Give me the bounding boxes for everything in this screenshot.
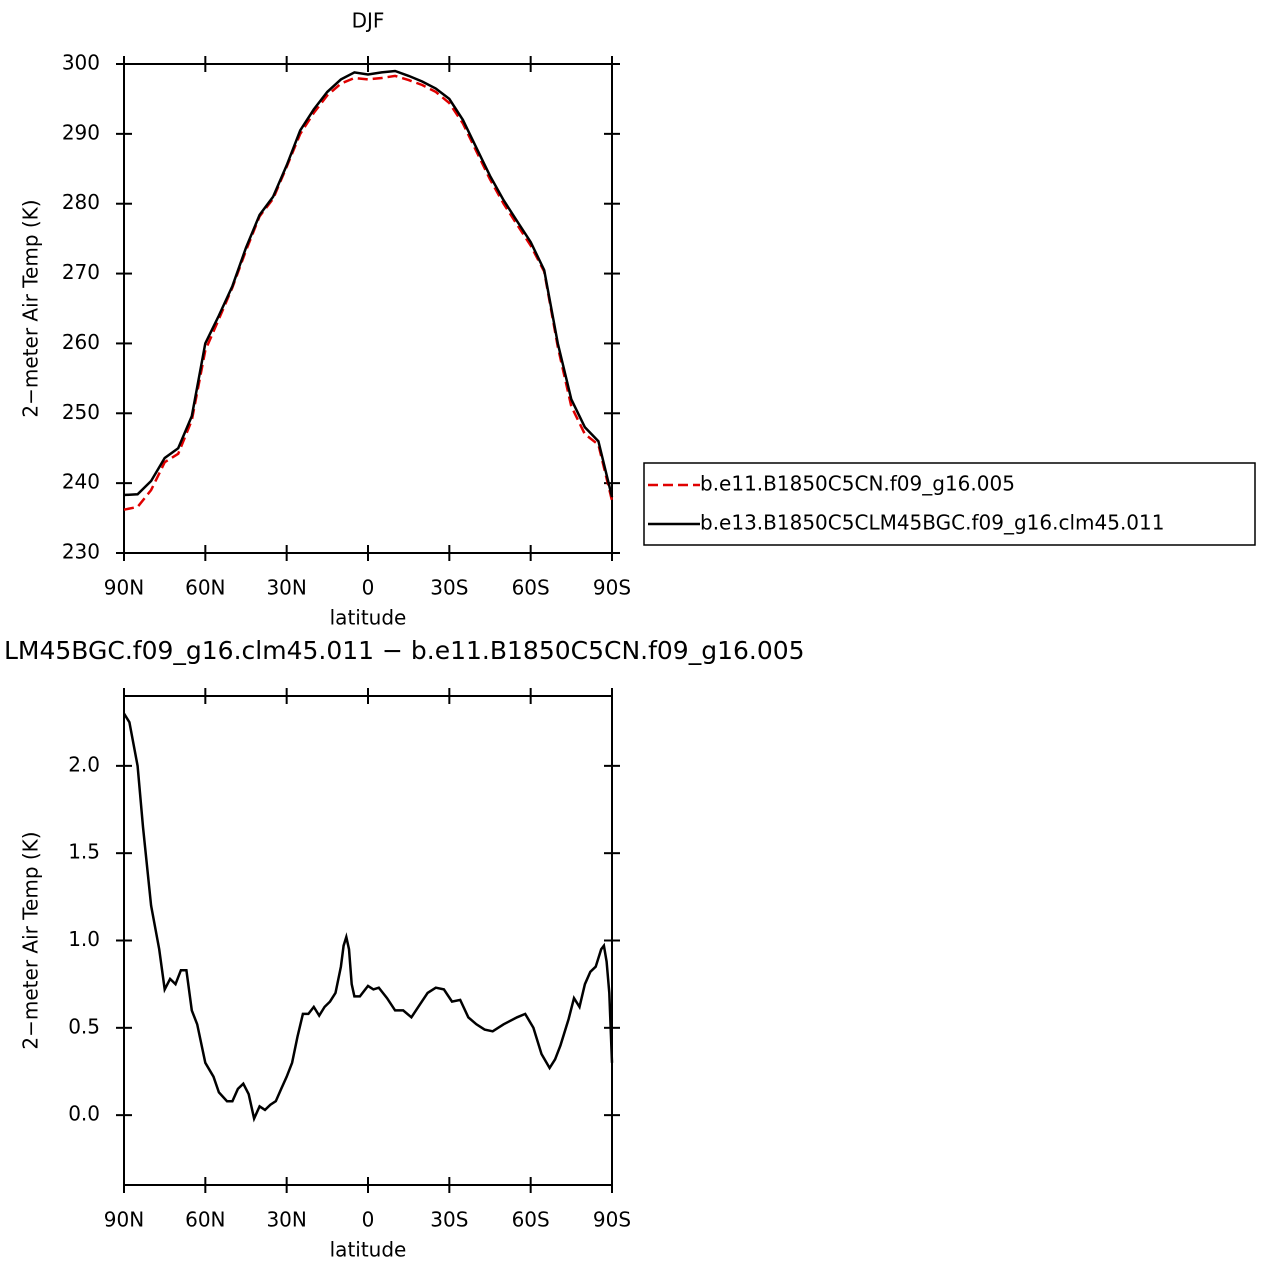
y-tick-label: 270: [62, 260, 100, 284]
x-tick-label: 60N: [185, 576, 225, 600]
x-tick-label: 30N: [266, 1208, 306, 1232]
x-tick-label: 60S: [512, 1208, 550, 1232]
x-axis-label: latitude: [330, 1238, 407, 1262]
legend-box: [643, 462, 1256, 546]
y-tick-label: 0.5: [68, 1014, 100, 1038]
legend-label: b.e13.B1850C5CLM45BGC.f09_g16.clm45.011: [700, 511, 1164, 535]
y-tick-label: 0.0: [68, 1102, 100, 1126]
chart-title: DJF: [352, 9, 385, 33]
y-tick-label: 300: [62, 51, 100, 75]
y-tick-label: 250: [62, 400, 100, 424]
x-tick-label: 90N: [104, 576, 144, 600]
chart-title: LM45BGC.f09_g16.clm45.011 − b.e11.B1850C…: [4, 636, 805, 665]
y-tick-label: 260: [62, 330, 100, 354]
x-tick-label: 60N: [185, 1208, 225, 1232]
data-line: [123, 69, 614, 498]
y-tick-label: 280: [62, 190, 100, 214]
x-tick-label: 30N: [266, 576, 306, 600]
y-tick-label: 1.0: [68, 927, 100, 951]
plot-frame: [123, 63, 613, 554]
x-tick-label: 90S: [593, 576, 631, 600]
y-tick-label: 290: [62, 120, 100, 144]
data-line: [122, 712, 614, 1123]
x-tick-label: 30S: [430, 1208, 468, 1232]
x-tick-label: 0: [362, 1208, 375, 1232]
y-tick-label: 240: [62, 470, 100, 494]
y-axis-label: 2−meter Air Temp (K): [19, 199, 43, 417]
x-tick-label: 90N: [104, 1208, 144, 1232]
data-line: [123, 74, 614, 511]
y-tick-label: 1.5: [68, 840, 100, 864]
y-tick-label: 2.0: [68, 752, 100, 776]
x-tick-label: 30S: [430, 576, 468, 600]
x-tick-label: 0: [362, 576, 375, 600]
x-tick-label: 60S: [512, 576, 550, 600]
plot-frame: [123, 695, 613, 1186]
y-tick-label: 230: [62, 540, 100, 564]
legend-label: b.e11.B1850C5CN.f09_g16.005: [700, 472, 1015, 496]
y-axis-label: 2−meter Air Temp (K): [19, 831, 43, 1049]
x-tick-label: 90S: [593, 1208, 631, 1232]
x-axis-label: latitude: [330, 606, 407, 630]
